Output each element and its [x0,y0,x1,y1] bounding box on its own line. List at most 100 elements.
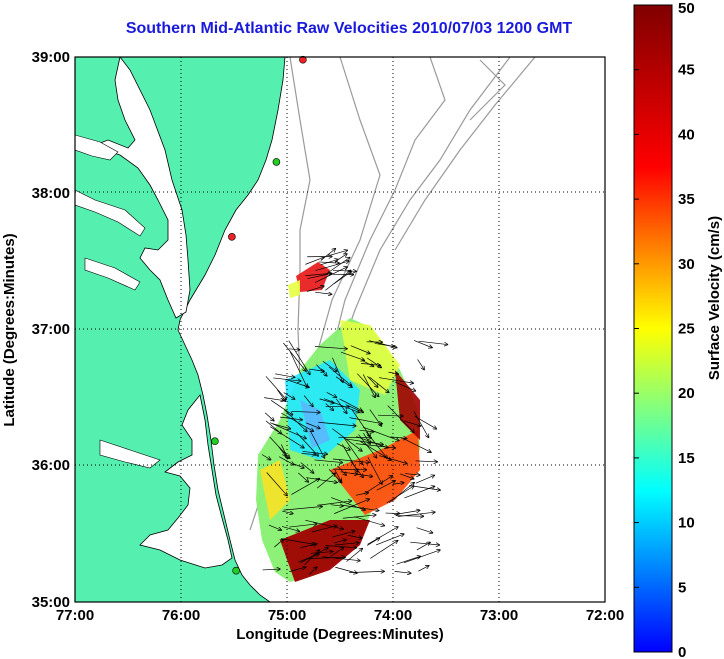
colorbar-tick-label: 10 [678,515,695,532]
velocity-arrow [400,437,431,452]
velocity-arrow [336,398,346,413]
velocity-arrow [261,454,271,459]
velocity-arrow [307,273,332,279]
velocity-arrow [415,475,434,484]
velocity-arrow [322,360,337,371]
x-tick-label: 77:00 [56,607,94,624]
velocity-arrow [379,455,407,464]
velocity-arrow [323,398,359,413]
velocity-arrow [301,453,316,454]
velocity-arrow [330,505,343,506]
x-axis-label: Longitude (Degrees:Minutes) [236,626,444,643]
velocity-arrow [367,375,377,387]
velocity-arrow [289,351,307,387]
velocity-arrow [355,493,369,496]
velocity-arrow [349,571,384,572]
velocity-arrow [418,340,448,344]
velocity-arrow [298,554,319,563]
y-tick-label: 39:00 [32,49,70,66]
colorbar-tick-label: 5 [678,579,686,596]
velocity-arrow [394,381,416,391]
velocity-arrow [414,416,437,428]
velocity-arrow [274,539,283,548]
velocity-arrow [416,542,430,551]
velocity-arrows [261,249,448,575]
colorbar-label: Surface Velocity (cm/s) [706,216,723,380]
velocity-arrow [341,504,379,510]
velocity-arrow [315,292,331,294]
velocity-arrow [320,259,338,266]
velocity-arrow [283,506,322,511]
velocity-arrow [405,474,420,476]
velocity-arrow [298,472,308,482]
colorbar: 0 5 10 15 20 25 30 35 40 45 50 Surface Velocity (c… [633,0,723,659]
velocity-arrow [339,398,362,411]
velocity-arrow [340,351,364,360]
velocity-arrow [389,483,414,504]
colorbar-tick-label: 45 [678,62,695,79]
plot-frame [74,56,606,603]
velocity-arrow [314,346,347,348]
velocity-arrow [270,400,292,415]
velocity-arrow [346,438,384,444]
colorbar-tick-label: 30 [678,256,695,273]
velocity-arrow [320,249,336,261]
velocity-arrow [300,462,314,473]
station-marker [299,55,307,64]
velocity-arrow [355,443,395,448]
velocity-arrow [316,473,335,489]
velocity-arrow [265,420,282,434]
velocity-arrow [367,457,382,484]
velocity-arrow [264,397,284,401]
velocity-field [256,262,420,582]
colorbar-tick-label: 15 [678,450,695,467]
velocity-arrow [377,415,403,416]
velocity-arrow [413,411,429,437]
velocity-arrow [353,516,384,526]
velocity-arrow [291,479,319,495]
velocity-arrow [332,428,362,451]
colorbar-tick-label: 50 [678,0,695,17]
velocity-arrow [416,527,433,533]
y-tick-label: 37:00 [32,321,70,338]
velocity-arrow [336,443,350,450]
velocity-arrow [314,459,342,463]
velocity-arrow [368,340,397,348]
velocity-arrow [266,472,287,495]
colorbar-tick-label: 25 [678,321,695,338]
velocity-arrow [282,511,293,513]
river-water [75,189,146,237]
y-tick-label: 38:00 [32,185,70,202]
velocity-arrow [326,392,337,397]
velocity-arrow [369,409,382,427]
velocity-arrow [394,571,411,573]
velocity-arrow [410,541,439,545]
velocity-arrow [315,261,349,271]
velocity-arrow [346,548,362,562]
velocity-arrow [330,548,344,557]
velocity-arrow [392,483,403,485]
grid-lines [75,57,605,602]
velocity-arrow [308,567,317,575]
velocity-arrow [369,376,389,392]
velocity-arrow [386,486,414,504]
velocity-arrow [363,476,392,495]
velocity-arrow [347,534,362,538]
velocity-arrow [343,436,363,464]
velocity-arrow [283,392,295,400]
sound-water [139,394,233,569]
colorbar-tick-label: 35 [678,191,695,208]
velocity-arrow [319,398,334,403]
x-tick-label: 73:00 [480,607,518,624]
velocity-arrow [303,395,313,407]
velocity-arrow [417,359,425,369]
velocity-arrow [305,257,323,265]
velocity-arrow [289,524,317,528]
velocity-arrow [270,422,306,439]
x-tick-label: 75:00 [268,607,306,624]
velocity-arrow [281,538,315,545]
station-markers [211,55,307,575]
velocity-arrow [347,405,364,413]
velocity-arrow [350,345,370,354]
colorbar-gradient [633,4,673,653]
